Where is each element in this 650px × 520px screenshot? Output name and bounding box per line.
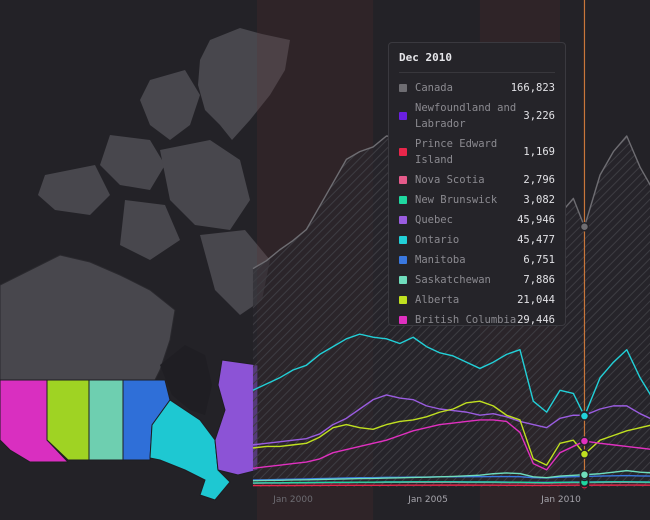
- tooltip-row: Manitoba 6,751: [399, 250, 555, 270]
- tooltip-row: New Brunswick 3,082: [399, 190, 555, 210]
- series-name: Ontario: [415, 234, 460, 246]
- tooltip-row: Nova Scotia 2,796: [399, 170, 555, 190]
- series-name: Newfoundland and Labrador: [415, 102, 517, 130]
- legend-swatch-icon: [399, 256, 407, 264]
- legend-swatch-icon: [399, 236, 407, 244]
- tooltip-row: Alberta 21,044: [399, 290, 555, 310]
- cursor-dot-canada: [579, 222, 590, 232]
- series-name: New Brunswick: [415, 194, 498, 206]
- series-value: 29,446: [517, 314, 555, 326]
- series-value: 166,823: [510, 82, 555, 94]
- cursor-dot-alberta: [579, 449, 590, 459]
- cursor-dot-british-columbia: [579, 436, 590, 446]
- series-name: Saskatchewan: [415, 274, 491, 286]
- legend-swatch-icon: [399, 84, 407, 92]
- canada-map: [0, 28, 290, 501]
- series-line-prince-edward-island: [252, 484, 650, 487]
- series-value: 45,477: [517, 234, 555, 246]
- tooltip-row: British Columbia 29,446: [399, 310, 555, 330]
- legend-swatch-icon: [399, 196, 407, 204]
- series-value: 1,169: [523, 146, 555, 158]
- x-tick-label: Jan 2010: [541, 495, 581, 505]
- series-name: Canada: [415, 82, 453, 94]
- x-tick-label: Jan 2000: [273, 495, 313, 505]
- legend-swatch-icon: [399, 112, 407, 120]
- cursor-dot-ontario: [579, 411, 590, 421]
- tooltip-row: Quebec 45,946: [399, 210, 555, 230]
- series-value: 6,751: [523, 254, 555, 266]
- series-value: 2,796: [523, 174, 555, 186]
- x-tick-label: Jan 2005: [408, 495, 448, 505]
- tooltip-row: Ontario 45,477: [399, 230, 555, 250]
- legend-swatch-icon: [399, 148, 407, 156]
- series-value: 3,082: [523, 194, 555, 206]
- tooltip-row: Canada 166,823: [399, 78, 555, 98]
- tooltip-row: Newfoundland and Labrador 3,226: [399, 98, 555, 134]
- hudson-bay: [160, 345, 212, 415]
- cursor-dot-saskatchewan: [579, 469, 590, 480]
- series-value: 3,226: [523, 110, 555, 122]
- tooltip-title: Dec 2010: [399, 51, 555, 73]
- legend-swatch-icon: [399, 176, 407, 184]
- series-name: Quebec: [415, 214, 453, 226]
- series-name: Prince Edward Island: [415, 138, 498, 166]
- series-value: 21,044: [517, 294, 555, 306]
- series-name: British Columbia: [415, 314, 517, 326]
- series-name: Alberta: [415, 294, 460, 306]
- legend-swatch-icon: [399, 316, 407, 324]
- series-name: Nova Scotia: [415, 174, 485, 186]
- tooltip: Dec 2010 Canada 166,823 Newfoundland and…: [388, 42, 566, 326]
- series-value: 7,886: [523, 274, 555, 286]
- legend-swatch-icon: [399, 216, 407, 224]
- legend-swatch-icon: [399, 296, 407, 304]
- province-alberta: [46, 379, 90, 461]
- legend-swatch-icon: [399, 276, 407, 284]
- arctic-islands: [38, 28, 290, 315]
- series-value: 45,946: [517, 214, 555, 226]
- tooltip-row: Prince Edward Island 1,169: [399, 134, 555, 170]
- series-name: Manitoba: [415, 254, 466, 266]
- tooltip-row: Saskatchewan 7,886: [399, 270, 555, 290]
